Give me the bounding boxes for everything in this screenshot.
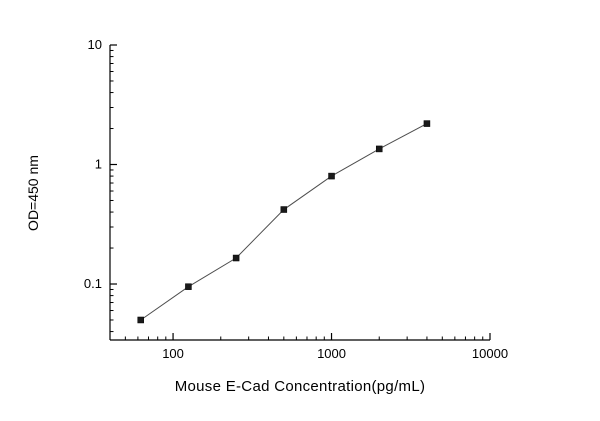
curve-line (140, 123, 428, 321)
y-tick-label: 1 (95, 157, 102, 172)
x-tick-label: 10000 (472, 346, 508, 361)
y-tick-label: 10 (88, 37, 102, 52)
data-point-marker (185, 283, 192, 290)
x-tick-label: 100 (162, 346, 184, 361)
x-axis-title: Mouse E-Cad Concentration(pg/mL) (174, 378, 426, 395)
data-point-marker (423, 120, 431, 127)
data-point-marker (328, 172, 335, 180)
data-point-marker (280, 206, 288, 213)
data-point-marker (232, 254, 240, 262)
data-point-marker (375, 145, 383, 153)
y-axis-title: OD=450 nm (25, 155, 41, 231)
data-point-marker (137, 316, 144, 324)
y-tick-label: 0.1 (84, 276, 102, 291)
x-tick-label: 1000 (317, 346, 346, 361)
